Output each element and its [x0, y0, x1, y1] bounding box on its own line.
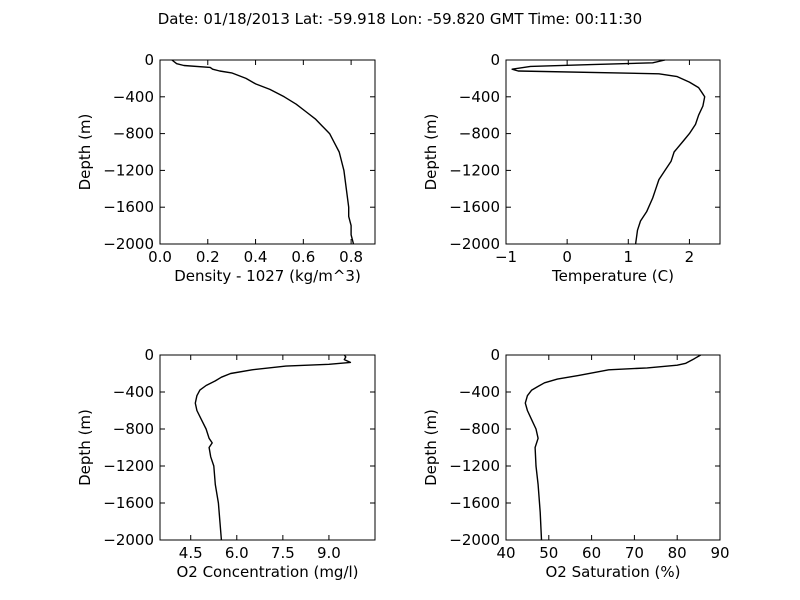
density-xtick-label: 0.0	[148, 248, 172, 266]
temperature-profile-line	[511, 59, 706, 245]
o2-concentration-xtick-label: 4.5	[179, 544, 203, 562]
o2-concentration-ytick-label: −400	[113, 383, 154, 401]
temperature-ytick-label: 0	[490, 51, 500, 69]
o2-concentration-xtick-label: 7.5	[271, 544, 295, 562]
density-xtick-label: 0.6	[291, 248, 315, 266]
temperature-ytick-label: −1600	[449, 198, 500, 216]
o2-saturation-xtick-label: 90	[710, 544, 729, 562]
density-ytick-label: −800	[113, 125, 154, 143]
o2-concentration-ytick-label: −2000	[103, 531, 154, 549]
temperature-xtick-label: 1	[624, 248, 634, 266]
o2-saturation-ylabel: Depth (m)	[422, 409, 440, 486]
o2-concentration-xtick-label: 6.0	[225, 544, 249, 562]
o2-saturation-xtick-label: 80	[668, 544, 687, 562]
temperature-ytick-label: −2000	[449, 235, 500, 253]
temperature-ytick-label: −1200	[449, 161, 500, 179]
temperature-ylabel: Depth (m)	[422, 114, 440, 191]
o2-saturation-ytick-label: −400	[459, 383, 500, 401]
panel-temperature: −1 0 1 2 0 −400 −800 −1200 −1600 −2000 Temperature…	[422, 51, 721, 285]
density-ytick-label: −2000	[103, 235, 154, 253]
density-xlabel: Density - 1027 (kg/m^3)	[174, 267, 361, 285]
o2-saturation-xlabel: O2 Saturation (%)	[545, 563, 680, 581]
density-profile-line	[171, 59, 355, 245]
o2-concentration-ytick-label: −1600	[103, 494, 154, 512]
temperature-ytick-label: −800	[459, 125, 500, 143]
o2-concentration-ytick-label: 0	[144, 346, 154, 364]
temperature-ytick-label: −400	[459, 88, 500, 106]
o2-concentration-ytick-label: −1200	[103, 457, 154, 475]
density-xtick-label: 0.2	[196, 248, 220, 266]
density-xtick-label: 0.8	[339, 248, 363, 266]
figure-title: Date: 01/18/2013 Lat: -59.918 Lon: -59.8…	[158, 10, 642, 28]
o2-concentration-axes-frame	[159, 354, 376, 541]
panel-o2-saturation: 40 50 60 70 80 90 0 −400 −800 −1200 −1600 −2000 O2 S…	[422, 346, 730, 581]
o2-concentration-xtick-label: 9.0	[317, 544, 341, 562]
subplot-grid: 0.0 0.2 0.4 0.6 0.80−400−800−1200−1600−2000D…	[76, 51, 730, 581]
o2-saturation-ytick-label: −1600	[449, 494, 500, 512]
density-ylabel: Depth (m)	[76, 114, 94, 191]
panel-density: 0.0 0.2 0.4 0.6 0.8 0 −400 −800 −1200 −1600 −2000 D…	[76, 51, 376, 285]
o2-concentration-ylabel: Depth (m)	[76, 409, 94, 486]
o2-saturation-xtick-label: 60	[582, 544, 601, 562]
temperature-xtick-label: 0	[562, 248, 572, 266]
o2-saturation-ytick-label: −800	[459, 420, 500, 438]
density-ytick-label: 0	[144, 51, 154, 69]
temperature-axes-frame	[505, 59, 721, 245]
density-ytick-label: −1600	[103, 198, 154, 216]
density-ytick-label: −1200	[103, 161, 154, 179]
o2-saturation-axes-frame	[505, 354, 721, 541]
o2-saturation-ytick-label: −1200	[449, 457, 500, 475]
density-ytick-label: −400	[113, 88, 154, 106]
o2-concentration-ytick-label: −800	[113, 420, 154, 438]
o2-saturation-ytick-label: −2000	[449, 531, 500, 549]
temperature-xtick-label: 2	[685, 248, 695, 266]
o2-saturation-xtick-label: 50	[539, 544, 558, 562]
o2-concentration-xlabel: O2 Concentration (mg/l)	[176, 563, 358, 581]
density-xtick-label: 0.4	[244, 248, 268, 266]
o2-saturation-xtick-label: 40	[496, 544, 515, 562]
panel-o2-concentration: 4.5 6.0 7.5 9.0 0 −400 −800 −1200 −1600 −2000 O2 C…	[76, 346, 376, 581]
density-axes-frame	[159, 59, 376, 245]
o2-saturation-ytick-label: 0	[490, 346, 500, 364]
temperature-xlabel: Temperature (C)	[551, 267, 674, 285]
o2-saturation-xtick-label: 70	[625, 544, 644, 562]
temperature-xtick-label: −1	[495, 248, 517, 266]
o2-concentration-profile-line	[194, 354, 352, 541]
o2-saturation-profile-line	[524, 354, 702, 541]
